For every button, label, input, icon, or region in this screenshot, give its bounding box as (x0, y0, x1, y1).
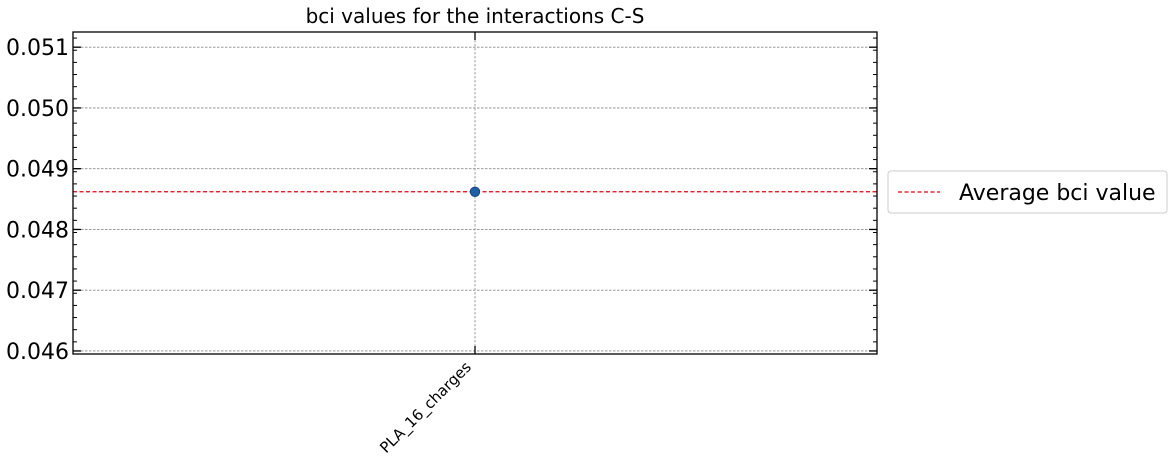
data-points (469, 186, 481, 197)
y-tick-label: 0.046 (6, 340, 69, 365)
legend-frame (887, 170, 1168, 214)
x-tick-label: PLA_16_charges (376, 358, 475, 457)
x-tick-labels: PLA_16_charges (376, 358, 475, 457)
legend-label-average: Average bci value (959, 181, 1156, 206)
legend: Average bci value (887, 170, 1168, 214)
axis-ticks (73, 32, 877, 355)
y-tick-label: 0.048 (6, 218, 69, 243)
y-tick-label: 0.050 (6, 97, 69, 122)
grid (73, 32, 877, 354)
y-tick-label: 0.049 (6, 158, 69, 183)
data-point (469, 186, 481, 197)
y-tick-labels: 0.046 0.047 0.048 0.049 0.050 0.051 (6, 36, 69, 365)
chart-title: bci values for the interactions C-S (306, 4, 645, 28)
y-tick-label: 0.047 (6, 279, 69, 304)
y-tick-label: 0.051 (6, 36, 69, 61)
